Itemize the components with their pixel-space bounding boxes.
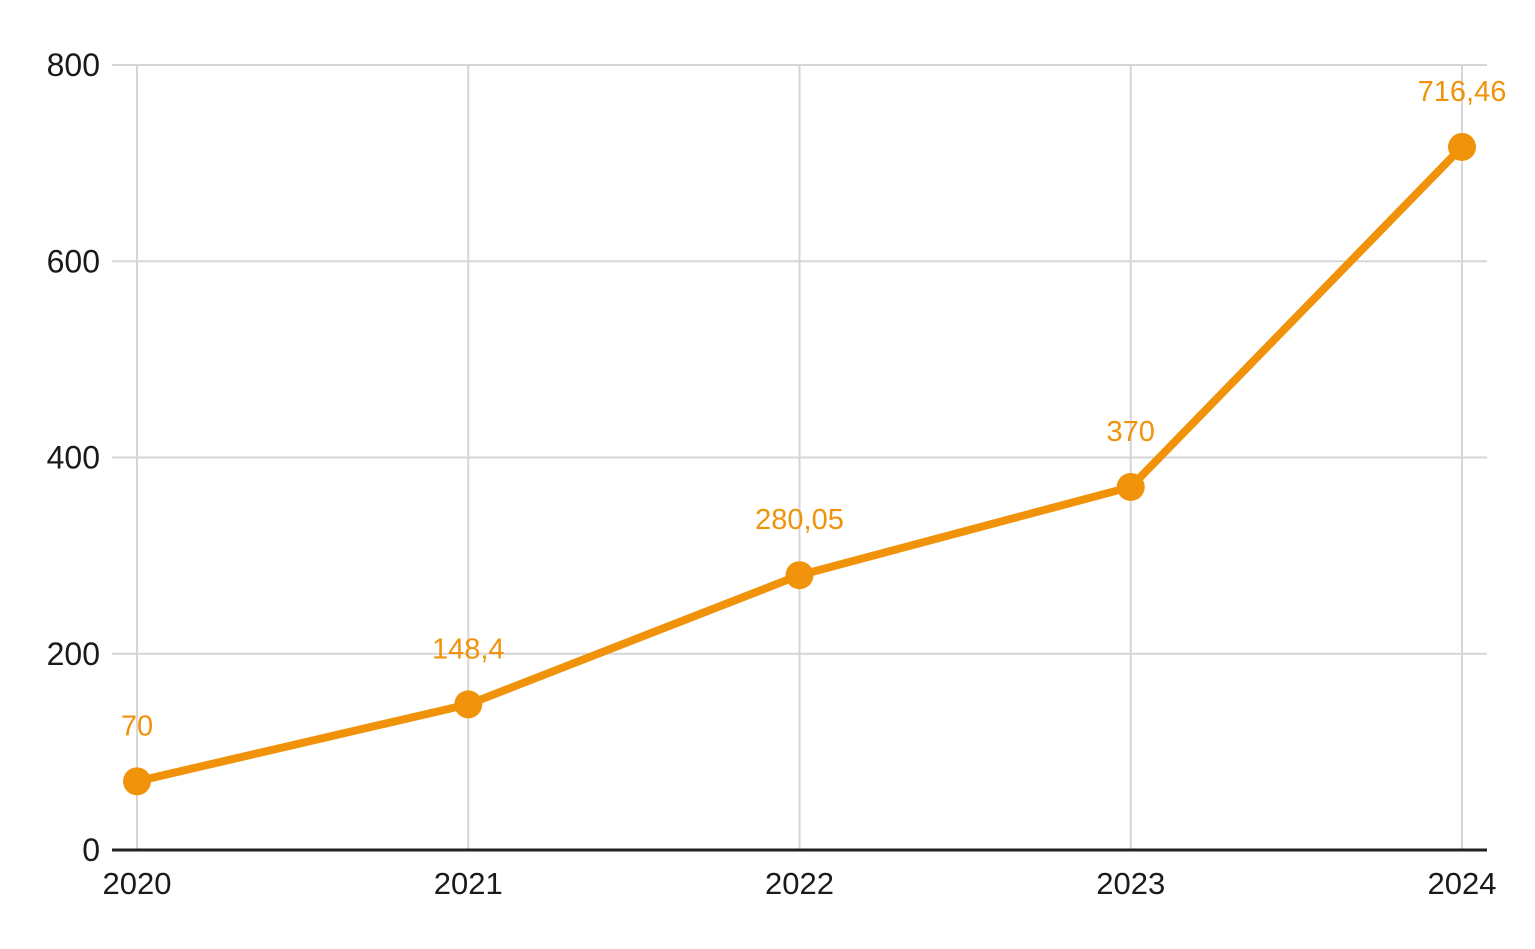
x-tick-label: 2020: [103, 866, 172, 901]
y-tick-label: 400: [47, 440, 100, 476]
y-tick-label: 800: [47, 47, 100, 83]
point-label-2022: 280,05: [755, 504, 844, 536]
data-point-2024[interactable]: [1448, 132, 1476, 161]
y-tick-label: 600: [47, 243, 100, 279]
data-point-2021[interactable]: [454, 690, 483, 719]
y-tick-label: 0: [82, 832, 100, 868]
data-point-2022[interactable]: [785, 561, 814, 590]
x-tick-label: 2022: [765, 866, 834, 901]
point-label-2024: 716,46: [1418, 76, 1507, 108]
point-label-2020: 70: [121, 710, 153, 742]
point-label-2023: 370: [1107, 416, 1155, 448]
data-point-2020[interactable]: [123, 767, 151, 796]
x-tick-label: 2021: [434, 866, 503, 901]
data-point-2023[interactable]: [1116, 472, 1145, 501]
point-label-2021: 148,4: [432, 633, 505, 665]
x-tick-label: 2023: [1096, 866, 1165, 901]
x-tick-label: 2024: [1428, 866, 1497, 901]
y-tick-label: 200: [47, 636, 100, 672]
